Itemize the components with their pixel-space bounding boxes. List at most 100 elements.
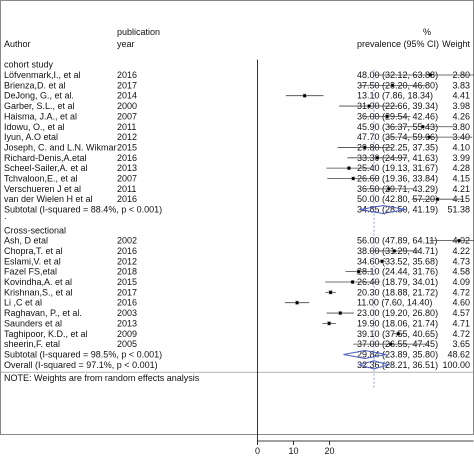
study-author: Verschueren J et al (4, 184, 81, 194)
study-weight: 4.15 (452, 174, 470, 184)
header-weight: Weight (442, 39, 470, 49)
study-weight: 3.80 (452, 122, 470, 132)
study-estimate: 26.60 (19.36, 33.84) (357, 174, 438, 184)
study-point (351, 176, 355, 181)
subtotal-weight: 48.62 (447, 349, 470, 359)
study-point (389, 342, 393, 346)
x-tick-label: 0 (255, 446, 260, 456)
study-estimate: 25.40 (19.13, 31.67) (357, 163, 438, 173)
study-estimate: 19.90 (18.06, 21.74) (357, 318, 438, 328)
study-year: 2015 (117, 142, 137, 152)
study-year: 2005 (117, 339, 137, 349)
subtotal-label: Subtotal (I-squared = 98.5%, p < 0.001) (4, 349, 162, 359)
study-point (363, 145, 367, 150)
study-weight: 4.28 (452, 163, 470, 173)
study-weight: 4.58 (452, 267, 470, 277)
study-year: 2016 (117, 70, 137, 80)
study-point (328, 290, 333, 294)
study-weight: 4.09 (452, 277, 470, 287)
study-author: Saunders et al (4, 318, 62, 328)
study-estimate: 28.10 (24.44, 31.76) (357, 267, 438, 277)
study-author: Kovindha,A. et al (4, 277, 72, 287)
study-author: Iyun, A.O etal (4, 132, 58, 142)
study-point (357, 270, 361, 274)
study-year: 2016 (117, 298, 137, 308)
study-weight: 4.71 (452, 318, 470, 328)
study-author: Scheel-Sailer,A. et al (4, 163, 88, 173)
study-weight: 3.83 (452, 80, 470, 90)
study-author: Joseph, C. and L.N. Wikmar (4, 142, 117, 152)
study-estimate: 50.00 (42.80, 57.20) (357, 194, 438, 204)
study-point (428, 73, 432, 77)
study-author: Fazel FS,etal (4, 267, 57, 277)
study-point (392, 249, 396, 253)
study-author: van der Wielen H et al (4, 194, 93, 204)
study-weight: 4.73 (452, 256, 470, 266)
overall-label: Overall (I-squared = 97.1%, p < 0.001) (4, 360, 158, 370)
study-point (396, 332, 400, 336)
study-estimate: 23.00 (19.20, 26.80) (357, 308, 438, 318)
study-year: 2000 (117, 101, 137, 111)
study-author: Idowu, O., et al (4, 122, 65, 132)
study-weight: 4.72 (452, 287, 470, 297)
study-point (303, 94, 307, 98)
study-point (387, 187, 391, 191)
study-point (295, 301, 299, 305)
study-estimate: 26.40 (18.79, 34.01) (357, 277, 438, 287)
study-point (380, 259, 384, 263)
overall-estimate: 32.36 (28.21, 36.51) (357, 360, 438, 370)
study-weight: 3.98 (452, 101, 470, 111)
study-point (385, 114, 389, 118)
study-weight: 3.99 (452, 153, 470, 163)
study-weight: 4.57 (452, 308, 470, 318)
study-weight: 4.10 (452, 142, 470, 152)
group-heading: cohort study (4, 60, 54, 70)
study-year: 2017 (117, 80, 137, 90)
study-year: 2007 (117, 111, 137, 121)
study-year: 2011 (117, 122, 136, 132)
study-year: 2012 (117, 256, 137, 266)
study-estimate: 29.80 (22.25, 37.35) (357, 142, 438, 152)
study-author: Tchvaloon,E., et al (4, 174, 78, 184)
overall-diamond (357, 360, 391, 370)
header-estimate: prevalence (95% CI) (357, 39, 439, 49)
study-year: 2002 (117, 236, 137, 246)
study-estimate: 56.00 (47.89, 64.11) (357, 236, 437, 246)
subtotal-label: Subtotal (I-squared = 88.4%, p < 0.001) (4, 205, 162, 215)
study-author: Löfvenmark,I., et al (4, 70, 81, 80)
study-author: DeJong, G., et al. (4, 91, 74, 101)
study-author: Chopra,T. et al (4, 246, 63, 256)
study-point (427, 135, 431, 139)
study-point (347, 166, 351, 170)
subtotal-diamond (343, 349, 387, 359)
study-estimate: 11.00 (7.60, 14.40) (357, 298, 432, 308)
study-author: Raghavan, P., et al. (4, 308, 82, 318)
study-author: Li ,C et al (4, 298, 42, 308)
study-weight: 3.65 (452, 339, 470, 349)
study-year: 2016 (117, 246, 137, 256)
study-author: sheerin,F. etal (4, 339, 60, 349)
study-weight: 4.22 (452, 246, 470, 256)
study-weight: 4.72 (452, 329, 470, 339)
x-tick-label: 10 (288, 446, 298, 456)
study-weight: 4.26 (452, 111, 470, 121)
study-author: Krishnan,S., et al (4, 287, 73, 297)
study-year: 2013 (117, 318, 137, 328)
study-year: 2018 (117, 267, 137, 277)
overall-weight: 100.00 (442, 360, 470, 370)
study-point (338, 311, 342, 315)
study-point (435, 197, 440, 201)
study-point (327, 321, 331, 325)
header-author: Author (4, 39, 31, 49)
note-text: NOTE: Weights are from random effects an… (4, 373, 200, 383)
group-heading: Cross-sectional (4, 225, 66, 235)
study-weight: 4.21 (452, 184, 470, 194)
study-year: 2007 (117, 174, 137, 184)
study-author: Richard-Denis,A.etal (4, 153, 87, 163)
study-point (367, 104, 371, 108)
study-year: 2013 (117, 163, 137, 173)
separator-dot: . (4, 211, 7, 221)
study-author: Ash, D etal (4, 236, 48, 246)
